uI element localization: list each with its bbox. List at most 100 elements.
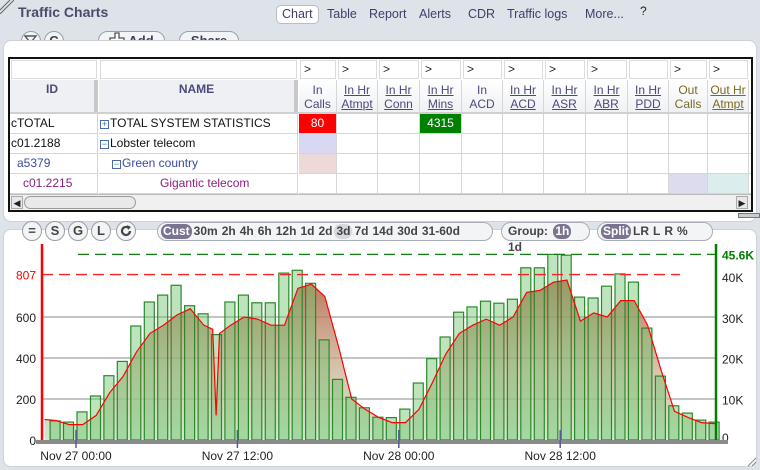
- bar[interactable]: [560, 254, 572, 441]
- scrollbar-thumb[interactable]: [24, 196, 136, 209]
- range-4h[interactable]: 4h: [239, 224, 254, 238]
- maximize-icon[interactable]: [711, 4, 731, 24]
- close-icon[interactable]: [736, 4, 756, 24]
- bar[interactable]: [305, 282, 317, 441]
- resize-grip-icon[interactable]: [0, 0, 14, 14]
- scroll-left-button[interactable]: ◀: [11, 196, 23, 209]
- bar[interactable]: [372, 416, 384, 441]
- bar[interactable]: [291, 269, 303, 441]
- bar[interactable]: [358, 407, 370, 441]
- tab-cdr[interactable]: CDR: [468, 7, 496, 21]
- bar[interactable]: [157, 294, 169, 441]
- filter-in-hr-atmpt[interactable]: >: [338, 60, 377, 79]
- filter-name[interactable]: [100, 60, 297, 79]
- bar[interactable]: [614, 273, 626, 441]
- bar[interactable]: [641, 327, 653, 441]
- bar[interactable]: [506, 298, 518, 441]
- mode-l[interactable]: L: [653, 224, 661, 238]
- mode-lr[interactable]: LR: [633, 224, 649, 238]
- bar[interactable]: [654, 375, 667, 441]
- column-header-in-acd[interactable]: In ACDInACD: [462, 80, 503, 113]
- bar[interactable]: [479, 300, 492, 441]
- splitter-handle[interactable]: [738, 213, 760, 218]
- bar[interactable]: [399, 408, 411, 441]
- bar[interactable]: [184, 305, 196, 441]
- filter-in-acd[interactable]: >: [463, 60, 502, 79]
- table-row[interactable]: c01.2215 Gigantic telecom: [10, 174, 751, 194]
- column-header-name[interactable]: NAME: [99, 80, 298, 113]
- horizontal-scrollbar[interactable]: ◀ ▶: [10, 194, 751, 210]
- filter-in-hr-asr[interactable]: >: [545, 60, 585, 79]
- column-header-in-calls[interactable]: In CallsInCalls: [299, 80, 337, 113]
- bar[interactable]: [318, 339, 330, 441]
- table-row[interactable]: a5379− Green country: [10, 154, 751, 174]
- bar[interactable]: [251, 302, 263, 441]
- filter-in-hr-mins[interactable]: >: [421, 60, 461, 79]
- range-1d[interactable]: 1d: [300, 224, 315, 238]
- bar[interactable]: [600, 285, 613, 441]
- bar[interactable]: [587, 297, 599, 441]
- bar[interactable]: [143, 301, 155, 441]
- range-3d[interactable]: 3d: [334, 224, 353, 239]
- tab-alerts[interactable]: Alerts: [419, 7, 451, 21]
- bar[interactable]: [345, 396, 357, 441]
- table-row[interactable]: c01.2188− Lobster telecom: [10, 134, 751, 154]
- bar[interactable]: [130, 325, 142, 441]
- bar[interactable]: [116, 360, 128, 441]
- mode-percent[interactable]: %: [677, 224, 688, 238]
- chart-g-button[interactable]: G: [68, 221, 88, 241]
- filter-in-hr-acd[interactable]: >: [504, 60, 543, 79]
- range-6h[interactable]: 6h: [257, 224, 272, 238]
- bar[interactable]: [103, 375, 115, 441]
- filter-id[interactable]: [11, 60, 97, 79]
- mode-split[interactable]: Split: [601, 224, 631, 239]
- range-2h[interactable]: 2h: [221, 224, 236, 238]
- filter-out-hr-atmpt[interactable]: >: [709, 60, 748, 79]
- help-icon[interactable]: ?: [640, 4, 660, 24]
- range-30d[interactable]: 30d: [397, 224, 418, 238]
- collapse-icon[interactable]: −: [112, 159, 121, 169]
- mode-r[interactable]: R: [664, 224, 674, 238]
- bar[interactable]: [426, 357, 438, 441]
- bar[interactable]: [224, 301, 236, 441]
- tab-report[interactable]: Report: [369, 7, 407, 21]
- column-header-id[interactable]: ID: [10, 80, 98, 113]
- table-row[interactable]: cTOTAL + TOTAL SYSTEM STATISTICS 80 4315: [10, 114, 751, 134]
- group-1h[interactable]: 1h: [553, 224, 572, 239]
- filter-in-hr-pdd[interactable]: [629, 60, 668, 79]
- tab-chart[interactable]: Chart: [276, 5, 319, 24]
- tab-traffic-logs[interactable]: Traffic logs: [507, 7, 568, 21]
- range-cust[interactable]: Cust: [161, 224, 192, 239]
- filter-in-calls[interactable]: >: [300, 60, 336, 79]
- chart-equal-button[interactable]: =: [22, 221, 42, 241]
- resize-grip-icon[interactable]: [747, 457, 757, 467]
- pencil-icon[interactable]: [662, 4, 682, 24]
- bar[interactable]: [466, 306, 478, 441]
- range-31-60d[interactable]: 31-60d: [421, 224, 460, 238]
- bar[interactable]: [439, 336, 451, 441]
- group-1d[interactable]: 1d: [508, 240, 523, 254]
- filter-out-calls[interactable]: >: [670, 60, 707, 79]
- tab-more[interactable]: More...: [585, 7, 624, 21]
- chart-l-button[interactable]: L: [91, 221, 111, 241]
- x-axis[interactable]: [36, 440, 728, 444]
- range-7d[interactable]: 7d: [354, 224, 369, 238]
- filter-in-hr-conn[interactable]: >: [379, 60, 419, 79]
- expand-icon[interactable]: +: [100, 119, 109, 129]
- range-14d[interactable]: 14d: [372, 224, 394, 238]
- collapse-icon[interactable]: −: [100, 139, 109, 149]
- bar[interactable]: [170, 284, 182, 441]
- bar[interactable]: [412, 382, 424, 441]
- bar[interactable]: [708, 421, 720, 441]
- bar[interactable]: [533, 267, 545, 441]
- bar[interactable]: [76, 411, 88, 441]
- scroll-right-button[interactable]: ▶: [736, 196, 748, 209]
- filter-in-hr-abr[interactable]: >: [587, 60, 627, 79]
